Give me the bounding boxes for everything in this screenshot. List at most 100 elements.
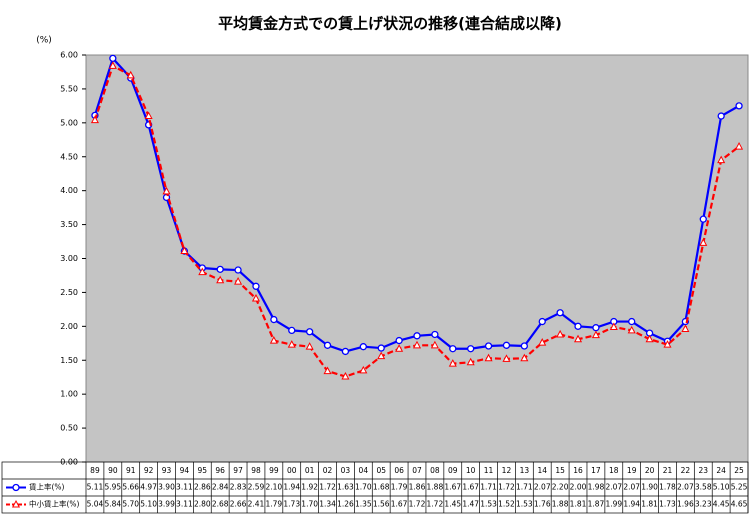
table-value: 1.34 (319, 500, 336, 509)
table-value: 5.10 (713, 483, 730, 492)
x-tick-label: 89 (90, 466, 100, 475)
y-tick-label: 2.00 (60, 322, 78, 331)
table-value: 1.72 (319, 483, 336, 492)
table-value: 3.23 (695, 500, 712, 509)
data-point (699, 238, 708, 246)
table-value: 5.11 (87, 483, 104, 492)
table-value: 1.53 (480, 500, 497, 509)
data-point (449, 345, 457, 353)
legend-label: 賃上率(%) (29, 482, 65, 492)
table-value: 5.66 (122, 483, 139, 492)
data-point (269, 336, 278, 344)
data-point (538, 317, 546, 326)
x-tick-label: 22 (681, 466, 691, 475)
y-tick-label: 6.00 (60, 51, 78, 60)
x-tick-label: 10 (466, 466, 476, 475)
table-value: 2.00 (570, 483, 587, 492)
table-value: 1.92 (301, 483, 318, 492)
table-value: 1.47 (462, 500, 479, 509)
table-value: 1.76 (534, 500, 551, 509)
table-value: 5.84 (104, 500, 121, 509)
table-value: 3.58 (695, 483, 712, 492)
table-value: 2.84 (212, 483, 229, 492)
table-value: 1.72 (498, 483, 515, 492)
data-point (735, 102, 743, 110)
x-tick-label: 13 (520, 466, 530, 475)
data-point (609, 322, 618, 331)
table-value: 1.78 (659, 483, 676, 492)
table-value: 1.94 (283, 483, 300, 492)
x-tick-label: 24 (716, 466, 726, 475)
table-value: 1.87 (588, 500, 605, 509)
y-tick-label: 5.00 (60, 118, 78, 127)
data-point (628, 317, 636, 326)
table-value: 2.07 (623, 483, 640, 492)
x-tick-label: 00 (287, 466, 297, 475)
data-point (395, 344, 404, 352)
data-point (717, 112, 725, 120)
table-value: 1.63 (337, 483, 354, 492)
table-value: 5.95 (104, 483, 121, 492)
table-value: 1.79 (391, 483, 408, 492)
x-tick-label: 09 (448, 466, 458, 475)
data-point (341, 371, 350, 380)
table-value: 4.65 (731, 500, 748, 509)
data-point (431, 330, 439, 339)
x-tick-label: 17 (591, 466, 601, 475)
x-tick-label: 25 (734, 466, 744, 475)
data-point (717, 155, 726, 164)
table-value: 1.73 (283, 500, 300, 509)
table-value: 1.56 (373, 500, 390, 509)
table-value: 1.53 (516, 500, 533, 509)
x-tick-label: 16 (573, 466, 583, 475)
data-point (735, 142, 744, 150)
data-point (109, 54, 117, 63)
data-point (627, 325, 636, 334)
x-tick-label: 12 (502, 466, 512, 475)
y-tick-label: 4.00 (60, 186, 78, 195)
x-tick-label: 05 (376, 466, 386, 475)
table-value: 1.96 (677, 500, 694, 509)
data-point (162, 186, 171, 195)
y-axis-label: (%) (36, 36, 52, 46)
data-point (251, 293, 261, 302)
y-tick-label: 3.50 (60, 220, 78, 229)
table-value: 1.71 (516, 483, 533, 492)
data-point (305, 328, 314, 336)
table-value: 1.26 (337, 500, 354, 509)
table-value: 1.72 (409, 500, 426, 509)
data-point (699, 215, 707, 223)
table-value: 1.67 (444, 483, 461, 492)
table-value: 1.98 (588, 483, 605, 492)
x-tick-label: 99 (269, 466, 279, 475)
table-value: 3.90 (158, 483, 175, 492)
x-tick-label: 92 (144, 466, 154, 475)
table-value: 2.59 (248, 483, 265, 492)
x-tick-label: 21 (663, 466, 673, 475)
table-value: 1.88 (427, 483, 444, 492)
data-point (359, 343, 367, 351)
data-point (377, 351, 386, 360)
legend-marker (11, 499, 21, 508)
x-tick-label: 94 (180, 466, 190, 475)
x-tick-label: 15 (555, 466, 565, 475)
table-value: 4.97 (140, 483, 157, 492)
data-point (538, 338, 547, 346)
data-point (592, 324, 600, 332)
table-value: 1.67 (462, 483, 479, 492)
data-point (520, 342, 529, 350)
plot-area (85, 54, 749, 463)
data-point (126, 70, 135, 79)
x-tick-label: 96 (215, 466, 225, 475)
table-value: 1.79 (266, 500, 283, 509)
data-point (466, 357, 475, 366)
data-point (430, 340, 439, 349)
data-point (198, 267, 207, 276)
x-tick-label: 02 (323, 466, 333, 475)
table-value: 1.68 (373, 483, 390, 492)
data-point (216, 265, 224, 274)
data-point (663, 340, 672, 348)
data-point (180, 246, 189, 255)
data-point (484, 342, 493, 350)
